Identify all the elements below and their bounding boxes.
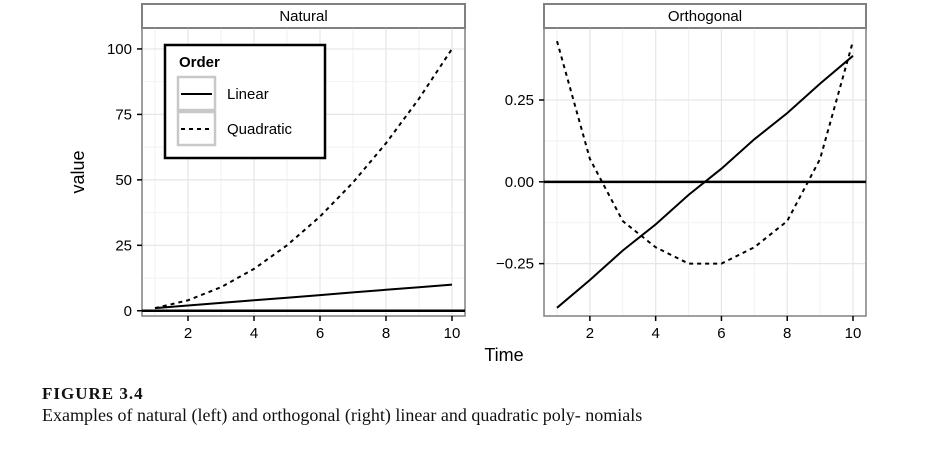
y-tick-label: 0.25	[505, 92, 534, 109]
series-line-quadratic	[154, 48, 453, 310]
x-tick-label: 10	[845, 325, 862, 342]
y-tick-label: 50	[115, 172, 132, 189]
y-tick-label: 0	[124, 303, 132, 320]
x-tick-label: 6	[717, 325, 725, 342]
x-tick-label: 4	[651, 325, 659, 342]
y-axis-title: value	[68, 150, 88, 193]
series-line-linear	[556, 55, 854, 309]
x-tick-label: 2	[184, 325, 192, 342]
y-tick-label: 25	[115, 237, 132, 254]
facet-title-1: Orthogonal	[668, 8, 742, 25]
panel-border-0	[141, 27, 466, 317]
legend-entry-label: Linear	[227, 86, 269, 103]
y-tick-label: −0.25	[496, 256, 534, 273]
x-tick-label: 8	[382, 325, 390, 342]
x-tick-label: 4	[250, 325, 258, 342]
figure-caption: FIGURE 3.4 Examples of natural (left) an…	[42, 384, 912, 426]
y-tick-label: 0.00	[505, 174, 534, 191]
series-line-linear	[154, 283, 453, 310]
series-line-quadratic	[556, 40, 854, 265]
figure-caption-label: FIGURE 3.4	[42, 384, 144, 403]
panel-border-1	[543, 27, 867, 317]
facet-title-0: Natural	[279, 8, 327, 25]
figure-caption-text: Examples of natural (left) and orthogona…	[42, 405, 643, 425]
y-tick-label: 100	[107, 41, 132, 58]
x-tick-label: 10	[444, 325, 461, 342]
facet-strip-1	[543, 3, 867, 29]
x-axis-title: Time	[484, 345, 523, 365]
x-tick-label: 6	[316, 325, 324, 342]
y-tick-label: 75	[115, 106, 132, 123]
legend-title: Order	[179, 54, 220, 71]
x-tick-label: 2	[586, 325, 594, 342]
x-tick-label: 8	[783, 325, 791, 342]
legend-entry-label: Quadratic	[227, 121, 293, 138]
